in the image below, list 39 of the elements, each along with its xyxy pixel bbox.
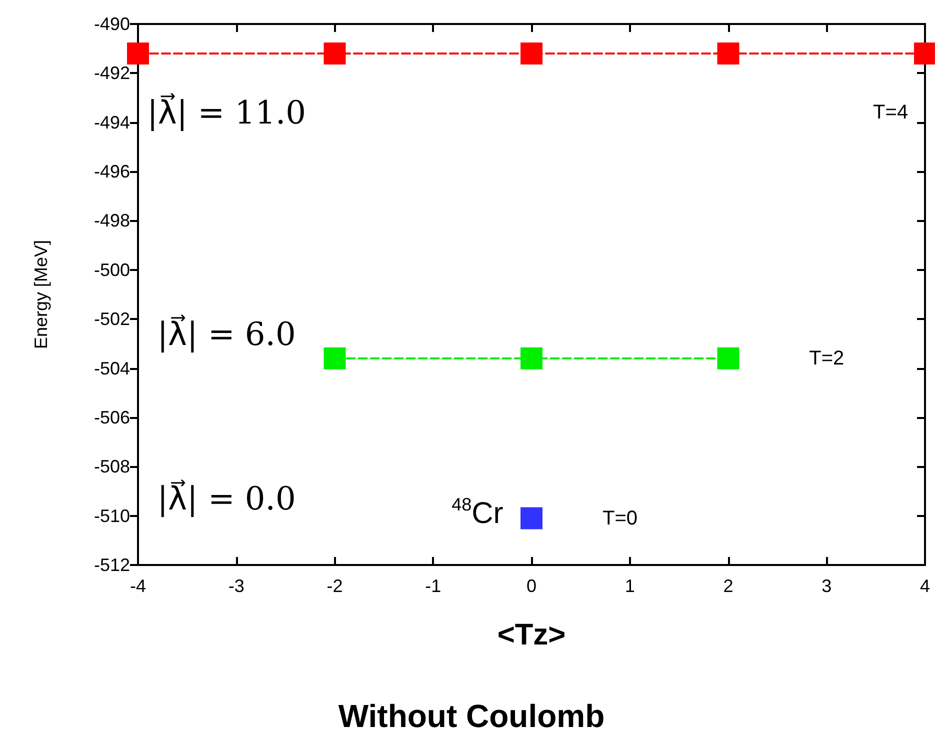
point [914, 42, 935, 65]
x-tick-label: -4 [130, 576, 146, 596]
point [520, 42, 542, 65]
point [127, 42, 149, 65]
y-tick-label: -512 [94, 555, 130, 575]
y-axis-title: Energy [MeV] [31, 240, 51, 350]
x-tick-label: -3 [228, 576, 244, 596]
point [324, 347, 346, 370]
point [520, 507, 542, 530]
y-tick-label: -506 [94, 407, 130, 428]
y-tick-label: -502 [94, 309, 130, 330]
x-tick-label: 2 [723, 576, 734, 596]
x-axis-title: <Tz> [497, 618, 566, 652]
x-tick-label: 4 [920, 576, 930, 596]
y-tick-label: -510 [94, 506, 130, 526]
y-tick-label: -494 [94, 112, 130, 132]
y-tick-label: -490 [94, 14, 130, 34]
x-tick-label: -2 [326, 576, 343, 596]
y-tick-label: -504 [94, 358, 130, 378]
x-tick-label: 0 [526, 576, 537, 596]
y-tick-label: -508 [94, 456, 130, 477]
annotation: T=4 [873, 102, 908, 124]
point [520, 347, 542, 370]
point [717, 42, 740, 65]
y-tick-label: -500 [94, 260, 130, 280]
x-tick-label: 3 [822, 576, 832, 596]
point [324, 42, 346, 65]
annotation: |λ⃗| = 0.0 [157, 478, 296, 518]
y-tick-label: -496 [94, 162, 130, 182]
y-tick-label: -492 [94, 63, 130, 84]
annotation: T=2 [809, 347, 844, 370]
annotation: |λ⃗| = 6.0 [157, 314, 296, 353]
point [717, 347, 740, 370]
annotation: |λ⃗| = 11.0 [147, 92, 306, 132]
annotation: T=0 [602, 507, 638, 530]
text: Without Coulomb [338, 698, 605, 734]
x-tick-label: -1 [425, 576, 442, 596]
y-tick-label: -498 [94, 210, 130, 231]
x-tick-label: 1 [624, 576, 635, 596]
